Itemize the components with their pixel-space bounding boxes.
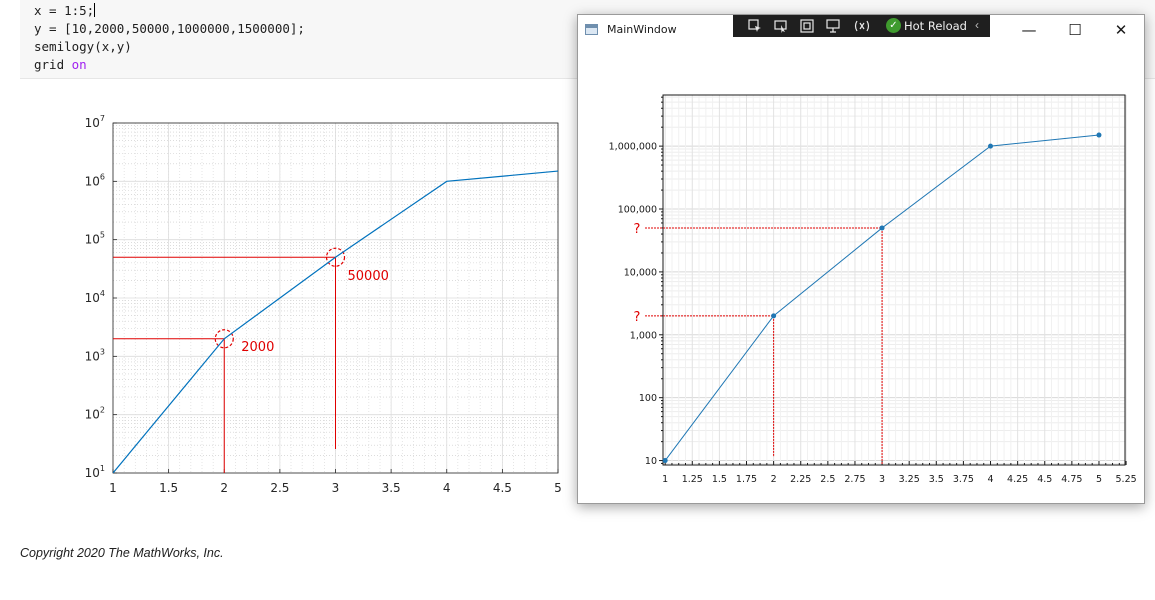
series-marker xyxy=(988,143,994,149)
x-tick-label: 3.5 xyxy=(382,481,401,495)
annotation-question-label: ? xyxy=(634,310,641,325)
main-window[interactable]: MainWindow ✓ Hot Reload ‹ — ☐ ✕ 1 1.25 xyxy=(577,14,1145,504)
oxyplot-chart: 1 1.25 1.5 1.75 2 2.25 2.5 2.75 3 3.25 3.5 3.75 4 4.2… xyxy=(609,94,1137,485)
code-line-4[interactable]: grid on xyxy=(34,57,87,72)
keyword-on: on xyxy=(71,57,87,72)
hot-reload-check-icon: ✓ xyxy=(886,18,901,33)
y-tick-label: 104 xyxy=(85,289,105,305)
x-tick-label: 2 xyxy=(771,474,777,485)
x-tick-label: 3.5 xyxy=(929,474,944,485)
x-tick-label: 2 xyxy=(220,481,228,495)
annotation-question-label: ? xyxy=(634,222,641,237)
window-titlebar[interactable]: MainWindow ✓ Hot Reload ‹ — ☐ ✕ xyxy=(578,15,1144,45)
x-tick-label: 5 xyxy=(1096,474,1102,485)
x-tick-label: 4 xyxy=(987,474,993,485)
x-tick-label: 2.5 xyxy=(270,481,289,495)
xaml-debug-toolbar[interactable]: ✓ Hot Reload ‹ xyxy=(733,15,990,37)
y-tick-label: 103 xyxy=(85,347,105,363)
y-tick-label: 1,000 xyxy=(630,330,657,341)
series-line xyxy=(113,170,558,473)
binding-failures-icon[interactable] xyxy=(853,18,871,34)
x-tick-label: 2.5 xyxy=(820,474,835,485)
code-line-3[interactable]: semilogy(x,y) xyxy=(34,39,132,54)
window-title: MainWindow xyxy=(607,23,677,36)
x-tick-label: 1 xyxy=(109,481,117,495)
x-tick-label: 3.75 xyxy=(953,474,974,485)
series-marker xyxy=(771,313,777,319)
x-tick-label: 4.75 xyxy=(1061,474,1082,485)
axes-box xyxy=(662,94,1126,466)
x-tick-label: 4.25 xyxy=(1007,474,1028,485)
copyright-text: Copyright 2020 The MathWorks, Inc. xyxy=(20,546,224,560)
x-tick-label: 1.75 xyxy=(736,474,757,485)
hot-reload-label[interactable]: Hot Reload xyxy=(904,19,967,33)
x-tick-label: 5.25 xyxy=(1116,474,1137,485)
collapse-toolbar-icon[interactable]: ‹ xyxy=(975,18,979,32)
y-tick-label: 1,000,000 xyxy=(609,142,657,153)
matlab-semilogy-chart: 1 1.5 2 2.5 3 3.5 4 4.5 5 101 102 103 104 105 106 107 20… xyxy=(85,114,562,495)
series-marker xyxy=(879,225,885,231)
x-tick-label: 4 xyxy=(443,481,451,495)
x-tick-label: 3 xyxy=(879,474,885,485)
code-line-2[interactable]: y = [10,2000,50000,1000000,1500000]; xyxy=(34,21,305,36)
y-tick-label: 100 xyxy=(639,393,657,404)
y-tick-label: 106 xyxy=(85,172,105,188)
y-tick-label: 102 xyxy=(85,406,105,422)
code-line-1[interactable]: x = 1:5; xyxy=(34,3,96,18)
x-tick-label: 4.5 xyxy=(493,481,512,495)
x-tick-label: 2.25 xyxy=(790,474,811,485)
annotation-label: 2000 xyxy=(241,340,274,355)
live-visual-tree-icon[interactable] xyxy=(825,18,841,34)
select-element-icon[interactable] xyxy=(747,18,763,34)
x-tick-label: 5 xyxy=(554,481,562,495)
y-tick-label: 10 xyxy=(645,456,657,467)
y-tick-label: 100,000 xyxy=(618,205,657,216)
y-tick-label: 105 xyxy=(85,231,105,247)
x-tick-label: 1.5 xyxy=(159,481,178,495)
x-tick-label: 1.5 xyxy=(712,474,727,485)
series-marker xyxy=(662,458,668,464)
track-focus-icon[interactable] xyxy=(799,18,815,34)
annotation-circle xyxy=(214,329,234,349)
x-tick-label: 1 xyxy=(662,474,668,485)
annotation-circle xyxy=(325,247,346,267)
y-tick-label: 10,000 xyxy=(624,267,657,278)
y-tick-label: 107 xyxy=(85,114,105,130)
y-tick-label: 101 xyxy=(85,464,105,480)
x-tick-label: 4.5 xyxy=(1037,474,1052,485)
display-layout-adorners-icon[interactable] xyxy=(773,18,789,34)
x-tick-label: 3 xyxy=(332,481,340,495)
maximize-button[interactable]: ☐ xyxy=(1068,21,1082,39)
x-tick-label: 3.25 xyxy=(899,474,920,485)
series-marker xyxy=(1096,132,1102,138)
window-app-icon xyxy=(585,24,598,35)
x-tick-label: 1.25 xyxy=(682,474,703,485)
minimize-button[interactable]: — xyxy=(1021,21,1037,39)
close-button[interactable]: ✕ xyxy=(1114,21,1128,39)
text-caret xyxy=(94,3,96,17)
x-tick-label: 2.75 xyxy=(844,474,865,485)
annotation-label: 50000 xyxy=(348,269,389,284)
